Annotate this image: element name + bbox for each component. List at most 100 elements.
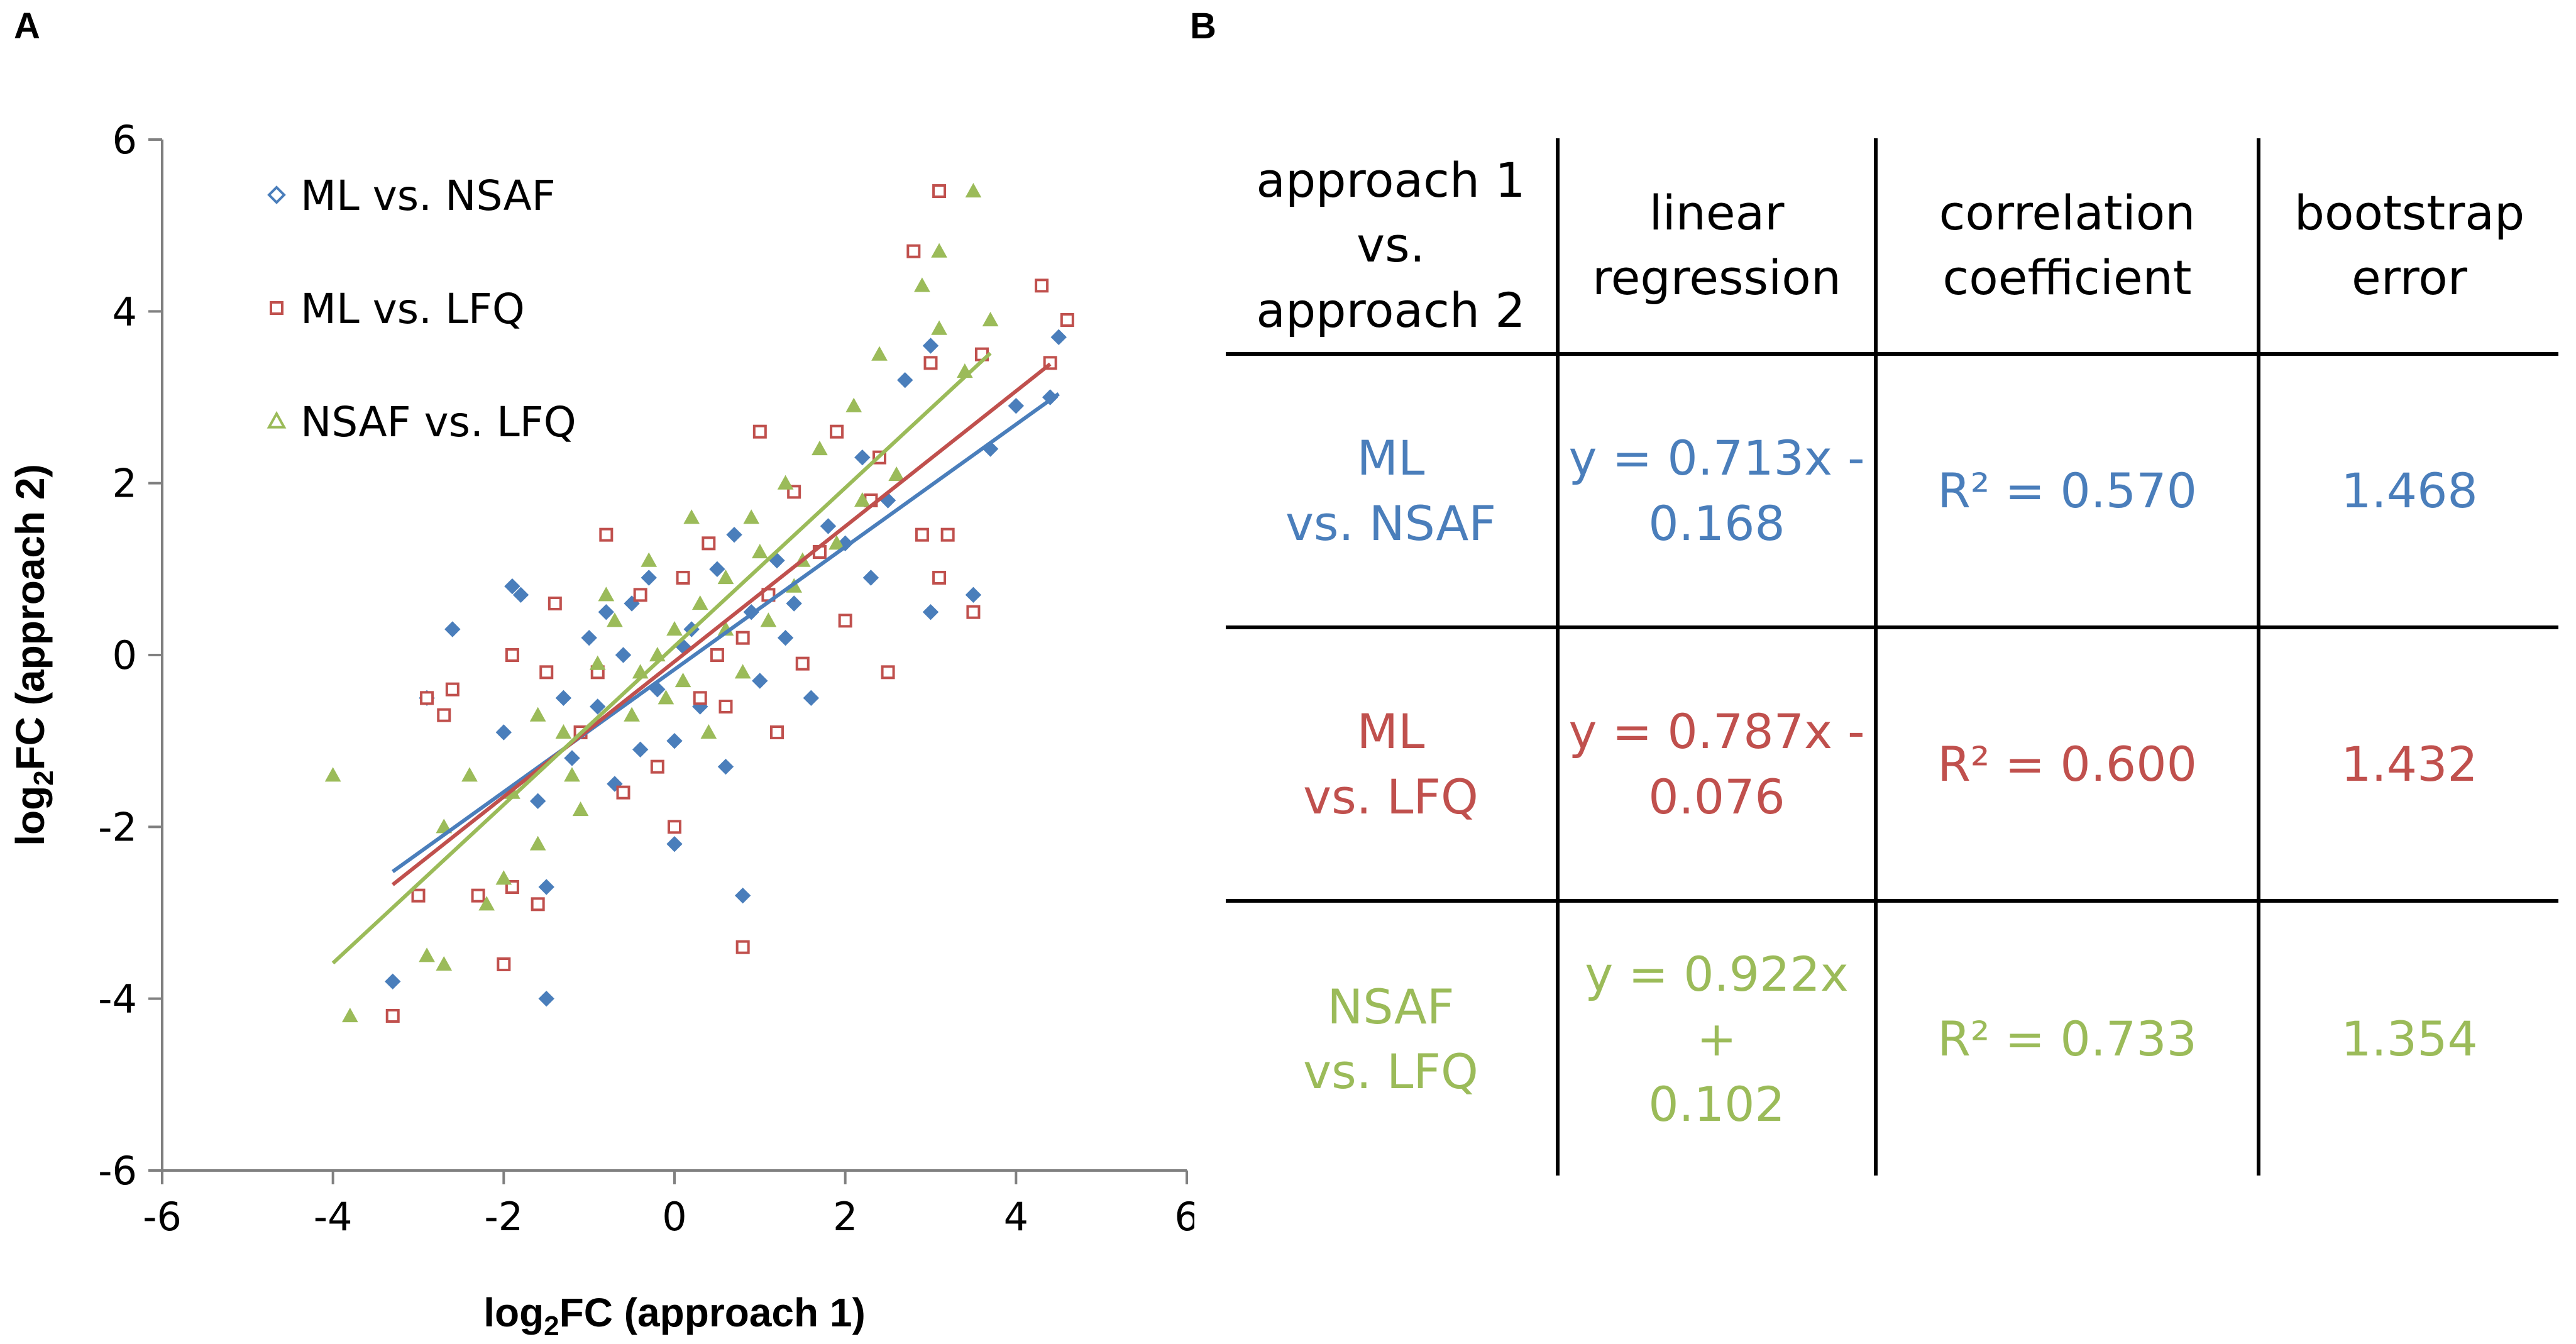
data-point	[420, 691, 434, 705]
data-point	[734, 887, 751, 904]
row-1-comparison: ML vs. NSAF	[1285, 430, 1497, 551]
y-axis-label: log2FC (approach 2)	[8, 464, 59, 846]
data-point	[786, 595, 802, 612]
data-point	[497, 957, 511, 971]
data-point	[572, 801, 589, 817]
data-point	[710, 648, 724, 662]
data-point	[743, 509, 760, 524]
panel-label-b: B	[1190, 6, 1216, 47]
data-point	[940, 527, 955, 542]
data-point	[726, 526, 742, 543]
data-point	[931, 320, 947, 335]
header-correlation: correlation coefficient	[1939, 184, 2196, 306]
data-point	[538, 879, 554, 895]
data-point	[777, 629, 794, 646]
data-point	[616, 785, 630, 800]
data-point	[666, 732, 683, 749]
data-point	[539, 665, 554, 680]
data-point	[385, 1009, 400, 1023]
data-point	[564, 750, 580, 766]
chart-axes: -6 -4 -2 0 2 4 6 -6 -4 -2 0 2 4 6	[98, 117, 1194, 1240]
data-point	[735, 940, 750, 954]
data-point	[436, 956, 453, 971]
data-point	[812, 440, 828, 456]
data-point	[966, 605, 981, 619]
data-point	[691, 595, 708, 610]
data-point	[862, 570, 879, 586]
row-2-correlation: R² = 0.600	[1937, 735, 2197, 792]
legend-marker-2	[270, 301, 283, 315]
data-point	[735, 631, 750, 645]
data-point	[674, 672, 691, 688]
data-point	[770, 725, 784, 739]
x-tick-label: 2	[833, 1194, 857, 1240]
data-point	[632, 741, 649, 758]
data-point	[922, 603, 939, 620]
data-point	[838, 614, 852, 628]
data-point	[437, 708, 451, 722]
x-tick-label: 6	[1174, 1194, 1194, 1240]
legend-label-1: ML vs. NSAF	[300, 172, 556, 220]
data-point	[982, 311, 999, 327]
data-point	[555, 724, 572, 739]
legend-marker-1	[267, 185, 286, 204]
data-point	[641, 570, 657, 586]
data-point	[581, 629, 597, 646]
row-1-error: 1.468	[2341, 462, 2478, 519]
data-point	[512, 587, 529, 603]
data-point	[717, 758, 734, 775]
data-point	[1008, 397, 1025, 414]
x-tick-label: -2	[484, 1194, 523, 1240]
row-1-correlation: R² = 0.570	[1937, 462, 2197, 519]
data-point	[505, 648, 519, 662]
data-point	[1035, 278, 1049, 293]
data-point	[599, 527, 614, 542]
data-point	[548, 597, 562, 610]
data-point	[419, 947, 435, 962]
trendlines	[331, 351, 1060, 965]
data-point	[633, 588, 647, 602]
data-point	[324, 767, 341, 782]
x-tick-label: 0	[662, 1194, 686, 1240]
panel-label-a: A	[14, 6, 40, 47]
data-point	[478, 896, 495, 911]
data-point	[411, 888, 426, 903]
data-point	[854, 449, 871, 466]
data-point	[751, 543, 768, 559]
data-point	[444, 621, 461, 637]
trendline-2	[391, 362, 1052, 886]
data-point	[607, 612, 623, 627]
data-point	[922, 338, 939, 354]
data-point	[385, 973, 401, 990]
data-point	[589, 655, 606, 670]
y-tick-label: 2	[113, 461, 137, 507]
data-point	[555, 690, 572, 707]
row-2-comparison: ML vs. LFQ	[1303, 703, 1478, 825]
data-point	[615, 647, 632, 663]
data-point	[702, 536, 716, 551]
x-tick-label: 4	[1004, 1194, 1028, 1240]
row-2-error: 1.432	[2341, 735, 2478, 792]
data-point	[658, 690, 674, 705]
legend-label-2: ML vs. LFQ	[300, 285, 525, 333]
data-point	[1060, 313, 1074, 327]
legend-label-3: NSAF vs. LFQ	[300, 398, 576, 446]
data-point	[923, 356, 938, 370]
y-tick-label: 0	[113, 632, 137, 678]
data-point	[564, 767, 580, 782]
legend-marker-3	[267, 410, 287, 429]
y-tick-label: -6	[98, 1148, 137, 1194]
data-point	[529, 835, 546, 851]
table-row-rule-2	[1226, 899, 2558, 903]
data-point	[529, 793, 546, 810]
data-point	[718, 700, 733, 713]
table-header-rule	[1226, 352, 2558, 356]
row-3-correlation: R² = 0.733	[1937, 1011, 2197, 1067]
data-point	[888, 466, 905, 482]
y-tick-label: 6	[113, 117, 137, 163]
data-point	[495, 870, 512, 885]
y-tick-label: -4	[98, 976, 137, 1022]
data-point	[871, 346, 888, 361]
data-point	[881, 665, 895, 680]
data-point	[683, 509, 700, 524]
